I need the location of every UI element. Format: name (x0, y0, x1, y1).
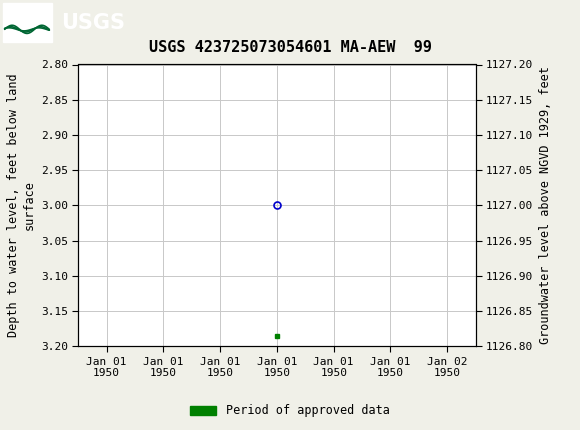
Text: USGS 423725073054601 MA-AEW  99: USGS 423725073054601 MA-AEW 99 (148, 40, 432, 55)
Legend: Period of approved data: Period of approved data (186, 399, 394, 422)
Y-axis label: Groundwater level above NGVD 1929, feet: Groundwater level above NGVD 1929, feet (539, 66, 552, 344)
FancyBboxPatch shape (3, 3, 52, 43)
Text: USGS: USGS (61, 12, 125, 33)
Y-axis label: Depth to water level, feet below land
surface: Depth to water level, feet below land su… (8, 74, 35, 337)
